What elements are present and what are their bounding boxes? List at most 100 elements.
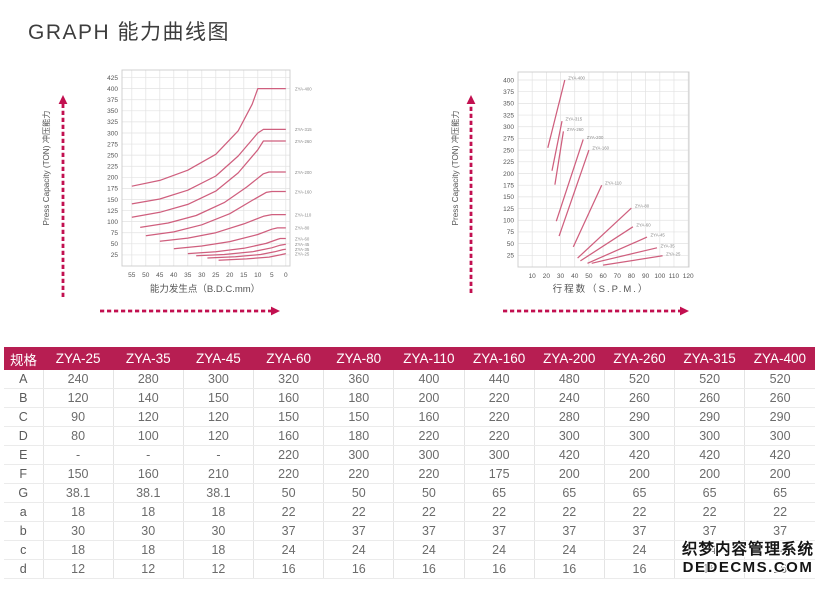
spec-cell: 16 [253, 559, 325, 579]
spec-cell: 420 [604, 445, 676, 465]
spec-cell: 420 [534, 445, 605, 465]
spec-cell: 220 [253, 464, 325, 484]
curve-label: ZYA-200 [587, 135, 604, 140]
curve-ZYA-35 [207, 248, 286, 259]
spec-cell: 140 [113, 388, 184, 408]
corner-header: 规格 [4, 347, 43, 370]
column-header: ZYA-200 [534, 347, 605, 370]
x-tick-label: 90 [642, 273, 650, 280]
y-tick-label: 75 [507, 229, 515, 236]
x-tick-label: 50 [142, 272, 150, 279]
row-label: F [4, 464, 44, 484]
y-tick-label: 375 [503, 89, 514, 96]
y-tick-label: 100 [107, 219, 118, 226]
spec-cell: 320 [253, 370, 325, 389]
spec-cell: 150 [43, 464, 114, 484]
curve-ZYA-400 [131, 87, 286, 187]
spec-cell: 200 [534, 464, 605, 484]
curve-label: ZYA-315 [565, 117, 582, 122]
y-tick-label: 75 [111, 230, 119, 237]
spec-cell: 290 [744, 407, 815, 427]
spec-cell: 150 [253, 407, 325, 427]
column-header: ZYA-25 [43, 347, 114, 370]
spec-cell: 16 [323, 559, 395, 579]
spec-cell: 150 [183, 388, 255, 408]
spec-cell: 300 [183, 370, 255, 389]
spec-cell: 220 [464, 426, 535, 446]
curve-label: ZYA-315 [295, 127, 312, 132]
spec-cell: 50 [393, 483, 465, 503]
curve-label: ZYA-110 [605, 181, 622, 186]
curve-ZYA-400 [547, 79, 566, 148]
spec-cell: 16 [744, 559, 815, 579]
y-tick-label: 375 [107, 97, 118, 104]
spec-cell: 37 [534, 521, 605, 541]
spec-cell: 16 [464, 559, 535, 579]
spec-cell: 300 [674, 426, 746, 446]
spec-cell: 120 [43, 388, 114, 408]
column-header: ZYA-60 [253, 347, 324, 370]
spec-cell: 37 [464, 521, 535, 541]
grid [518, 72, 689, 267]
axis-ticks: 4254003753503253002752502252001751501251… [107, 75, 288, 279]
x-tick-label: 35 [184, 272, 192, 279]
spec-cell: 30 [183, 521, 255, 541]
spec-cell: 90 [43, 407, 114, 427]
table-row: G 38.1 38.1 38.1 50 50 50 65 65 65 65 65 [4, 483, 815, 503]
watermark-line2: DEDECMS.COM [682, 559, 814, 577]
curve-label: ZYA-200 [295, 170, 312, 175]
spec-cell: 160 [113, 464, 184, 484]
spec-cell: 24 [744, 540, 815, 560]
spec-cell: 18 [183, 502, 255, 522]
capacity-charts: 4254003753503253002752502252001751501251… [41, 69, 694, 316]
column-header: ZYA-260 [604, 347, 675, 370]
spec-cell: - [183, 445, 255, 465]
row-label: c [4, 540, 44, 560]
y-tick-label: 275 [503, 136, 514, 143]
spec-cell: 520 [674, 370, 746, 389]
curve-ZYA-160 [145, 190, 286, 237]
plot-border [517, 71, 690, 268]
y-tick-label: 125 [107, 208, 118, 215]
spec-cell: 120 [113, 407, 184, 427]
table-row: C 90 120 120 150 150 160 220 280 290 290 290 [4, 407, 815, 427]
spec-cell: 260 [674, 388, 746, 408]
axis-ticks: 400 375 350 325 300 275 250 225 200 175 150 125 100 7… [503, 77, 694, 280]
table-row: D 80 100 120 160 180 220 220 300 300 300 300 [4, 426, 815, 446]
x-axis-arrow [503, 306, 689, 316]
spec-cell: 200 [744, 464, 815, 484]
spec-cell: 30 [113, 521, 184, 541]
spec-cell: 290 [604, 407, 676, 427]
curve-label: ZYA-60 [636, 222, 651, 227]
y-tick-label: 250 [503, 147, 514, 154]
row-label: C [4, 407, 44, 427]
curve-label: ZYA-260 [295, 139, 312, 144]
spec-cell: 360 [323, 370, 395, 389]
spec-cell: 220 [393, 426, 465, 446]
x-tick-label: 20 [226, 272, 234, 279]
table-row: B 120 140 150 160 180 200 220 240 260 260 260 [4, 388, 815, 408]
curve-label: ZYA-60 [295, 236, 310, 241]
spec-cell: 38.1 [43, 483, 114, 503]
x-axis-title: 行程数（S.P.M.） [553, 283, 650, 295]
spec-cell: 160 [253, 388, 325, 408]
y-tick-label: 400 [107, 86, 118, 93]
spec-cell: 440 [464, 370, 535, 389]
y-tick-label: 225 [503, 159, 514, 166]
y-tick-label: 50 [507, 241, 515, 248]
curve-label: ZYA-80 [635, 204, 650, 209]
table-header-row: 规格 ZYA-25 ZYA-35 ZYA-45 ZYA-60 ZYA-80 ZYA-110 Z… [4, 347, 815, 370]
curve-label: ZYA-25 [666, 251, 681, 256]
y-axis-title: Press Capacity (TON) 冲压能力 [450, 111, 460, 226]
plot-border [121, 69, 291, 267]
spec-cell: 400 [393, 370, 465, 389]
spec-cell: 30 [43, 521, 114, 541]
spec-cell: 300 [323, 445, 395, 465]
curve-ZYA-25 [218, 252, 286, 261]
x-tick-label: 60 [599, 273, 607, 280]
curve-label: ZYA-160 [592, 146, 609, 151]
curve-label: ZYA-45 [651, 233, 666, 238]
spec-cell: 50 [253, 483, 325, 503]
y-tick-label: 175 [503, 182, 514, 189]
